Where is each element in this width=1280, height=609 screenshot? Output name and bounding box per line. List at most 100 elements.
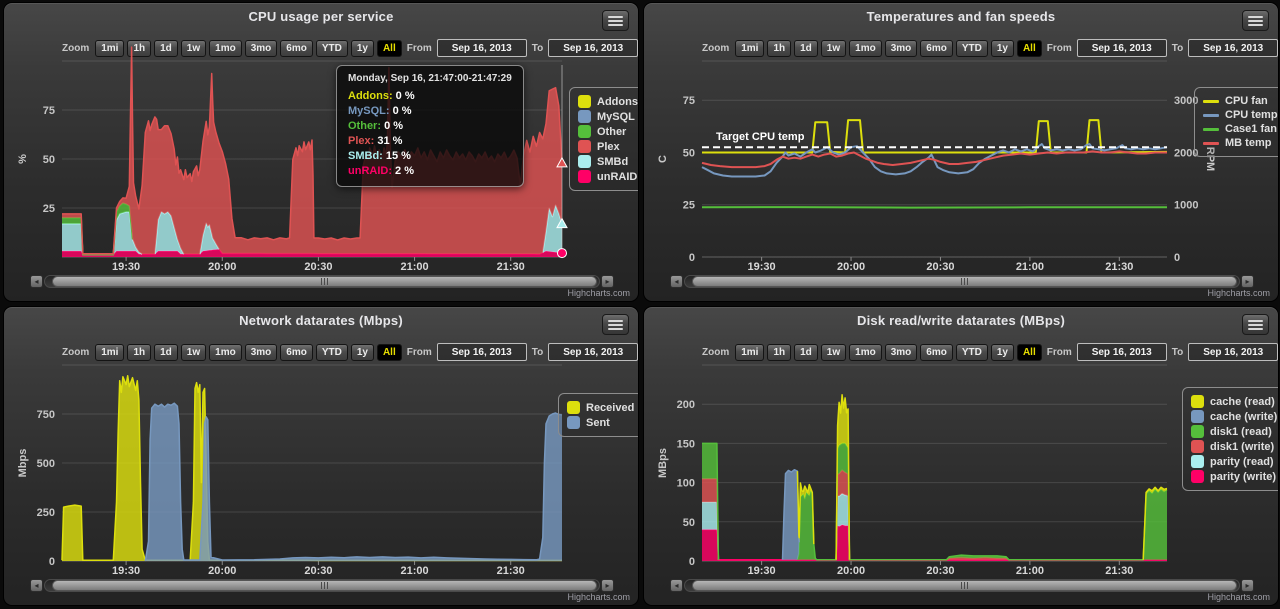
legend-item-addons[interactable]: Addons	[578, 95, 638, 108]
zoom-button-1mo[interactable]: 1mo	[849, 343, 882, 361]
legend-item-unraid[interactable]: unRAID	[578, 170, 638, 183]
credit-link[interactable]: Highcharts.com	[567, 592, 630, 602]
to-date-input[interactable]	[548, 39, 638, 57]
zoom-button-1y[interactable]: 1y	[350, 39, 374, 57]
zoom-button-1h[interactable]: 1h	[127, 39, 152, 57]
scrollbar-thumb[interactable]	[692, 580, 1237, 591]
y-axis-right-tick: 1000	[1174, 200, 1198, 212]
legend-item-sent[interactable]: Sent	[567, 416, 634, 429]
credit-link[interactable]: Highcharts.com	[1207, 288, 1270, 298]
legend-item-mysql[interactable]: MySQL	[578, 110, 638, 123]
zoom-button-1h[interactable]: 1h	[127, 343, 152, 361]
credit-link[interactable]: Highcharts.com	[1207, 592, 1270, 602]
zoom-button-all[interactable]: All	[1016, 343, 1042, 361]
scroll-left-button[interactable]: ◂	[670, 275, 683, 288]
series-received	[62, 375, 562, 561]
from-label: From	[406, 346, 432, 358]
zoom-button-1y[interactable]: 1y	[350, 343, 374, 361]
scroll-left-button[interactable]: ◂	[30, 579, 43, 592]
zoom-button-ytd[interactable]: YTD	[955, 39, 988, 57]
legend-item-plex[interactable]: Plex	[578, 140, 638, 153]
scrollbar-thumb[interactable]	[52, 580, 597, 591]
legend-item-received[interactable]: Received	[567, 401, 634, 414]
zoom-button-1mo[interactable]: 1mo	[209, 343, 242, 361]
chart-title: Disk read/write datarates (MBps)	[857, 313, 1065, 328]
plot-area[interactable]: 75 50 25 19:30 20:00 20:30 21:00 21:30%	[4, 3, 639, 302]
zoom-button-1mi[interactable]: 1mi	[735, 39, 765, 57]
zoom-button-1mo[interactable]: 1mo	[849, 39, 882, 57]
scrollbar-thumb[interactable]	[52, 276, 597, 287]
plot-area[interactable]: 200 150 100 50 0 19:30 20:00 20:30 21:00 21:30 MBp…	[644, 307, 1279, 606]
legend-item-case1-fan[interactable]: Case1 fan	[1203, 123, 1278, 135]
zoom-button-all[interactable]: All	[376, 39, 402, 57]
legend-item-other[interactable]: Other	[578, 125, 638, 138]
legend-item-smbd[interactable]: SMBd	[578, 155, 638, 168]
zoom-button-1y[interactable]: 1y	[990, 39, 1014, 57]
legend-item-cpu-temp[interactable]: CPU temp	[1203, 109, 1278, 121]
scrollbar-track[interactable]	[44, 275, 600, 288]
from-date-input[interactable]	[1076, 343, 1167, 361]
zoom-button-1h[interactable]: 1h	[767, 343, 792, 361]
from-date-input[interactable]	[436, 39, 527, 57]
zoom-button-1w[interactable]: 1w	[180, 343, 207, 361]
zoom-button-1d[interactable]: 1d	[154, 343, 178, 361]
zoom-button-1d[interactable]: 1d	[154, 39, 178, 57]
y-axis-tick: 75	[683, 95, 695, 107]
zoom-button-1d[interactable]: 1d	[794, 39, 818, 57]
zoom-button-1w[interactable]: 1w	[820, 39, 847, 57]
legend-item-parity-write[interactable]: parity (write)	[1191, 470, 1277, 483]
zoom-button-ytd[interactable]: YTD	[315, 343, 348, 361]
legend-item-disk1-write[interactable]: disk1 (write)	[1191, 440, 1277, 453]
context-menu-button[interactable]	[1242, 314, 1269, 335]
zoom-button-3mo[interactable]: 3mo	[884, 343, 918, 361]
scrollbar-track[interactable]	[44, 579, 600, 592]
zoom-button-all[interactable]: All	[1016, 39, 1042, 57]
to-date-input[interactable]	[1188, 39, 1278, 57]
plot-area[interactable]: 75 50 25 0 3000 2000 1000 0 19:30 20:00 20:30 21:00…	[644, 3, 1279, 302]
zoom-button-6mo[interactable]: 6mo	[280, 343, 313, 361]
legend-item-cpu-fan[interactable]: CPU fan	[1203, 95, 1278, 107]
zoom-button-1w[interactable]: 1w	[820, 343, 847, 361]
zoom-button-1mi[interactable]: 1mi	[95, 343, 125, 361]
scrollbar-track[interactable]	[684, 579, 1240, 592]
from-date-input[interactable]	[1076, 39, 1167, 57]
scroll-right-button[interactable]: ▸	[601, 579, 614, 592]
zoom-button-6mo[interactable]: 6mo	[280, 39, 313, 57]
zoom-button-3mo[interactable]: 3mo	[244, 39, 278, 57]
scroll-left-button[interactable]: ◂	[30, 275, 43, 288]
zoom-button-ytd[interactable]: YTD	[315, 39, 348, 57]
zoom-button-6mo[interactable]: 6mo	[920, 39, 953, 57]
zoom-button-1mi[interactable]: 1mi	[95, 39, 125, 57]
context-menu-button[interactable]	[602, 10, 629, 31]
zoom-button-1y[interactable]: 1y	[990, 343, 1014, 361]
to-date-input[interactable]	[548, 343, 638, 361]
to-date-input[interactable]	[1188, 343, 1278, 361]
zoom-button-1d[interactable]: 1d	[794, 343, 818, 361]
scrollbar-thumb[interactable]	[692, 276, 1237, 287]
legend-item-parity-read[interactable]: parity (read)	[1191, 455, 1277, 468]
zoom-button-3mo[interactable]: 3mo	[884, 39, 918, 57]
legend-item-mb-temp[interactable]: MB temp	[1203, 137, 1278, 149]
context-menu-button[interactable]	[602, 314, 629, 335]
zoom-button-ytd[interactable]: YTD	[955, 343, 988, 361]
zoom-button-6mo[interactable]: 6mo	[920, 343, 953, 361]
legend-item-cache-write[interactable]: cache (write)	[1191, 410, 1277, 423]
scroll-right-button[interactable]: ▸	[1241, 579, 1254, 592]
plot-area[interactable]: 750 500 250 0 19:30 20:00 20:30 21:00 21:30 Mbps	[4, 307, 639, 606]
zoom-button-1mi[interactable]: 1mi	[735, 343, 765, 361]
credit-link[interactable]: Highcharts.com	[567, 288, 630, 298]
zoom-button-3mo[interactable]: 3mo	[244, 343, 278, 361]
context-menu-button[interactable]	[1242, 10, 1269, 31]
scroll-left-button[interactable]: ◂	[670, 579, 683, 592]
zoom-button-1mo[interactable]: 1mo	[209, 39, 242, 57]
x-axis-tick: 20:00	[837, 565, 865, 577]
zoom-button-1w[interactable]: 1w	[180, 39, 207, 57]
scroll-right-button[interactable]: ▸	[601, 275, 614, 288]
scroll-right-button[interactable]: ▸	[1241, 275, 1254, 288]
zoom-button-all[interactable]: All	[376, 343, 402, 361]
scrollbar-track[interactable]	[684, 275, 1240, 288]
from-date-input[interactable]	[436, 343, 527, 361]
legend-item-cache-read[interactable]: cache (read)	[1191, 395, 1277, 408]
legend-item-disk1-read[interactable]: disk1 (read)	[1191, 425, 1277, 438]
zoom-button-1h[interactable]: 1h	[767, 39, 792, 57]
